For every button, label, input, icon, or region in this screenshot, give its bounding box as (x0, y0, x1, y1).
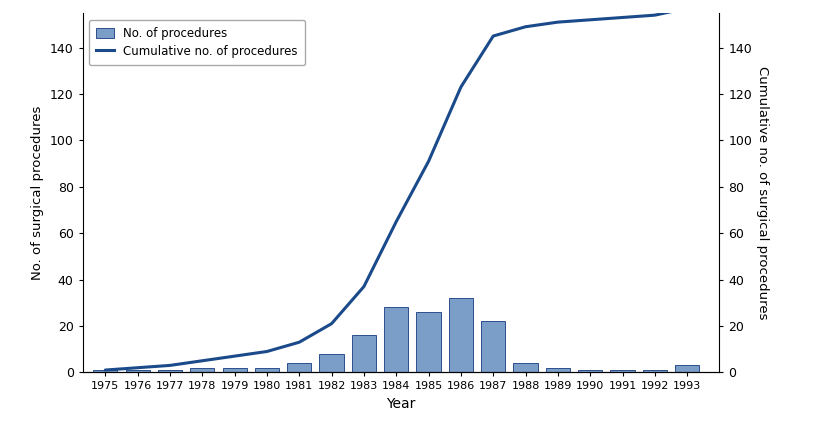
Bar (319, 354, 344, 372)
Bar (417, 312, 441, 372)
Bar (222, 368, 246, 372)
X-axis label: Year: Year (386, 397, 416, 411)
Bar (481, 321, 505, 372)
Bar (449, 298, 473, 372)
Legend: No. of procedures, Cumulative no. of procedures: No. of procedures, Cumulative no. of pro… (89, 20, 305, 65)
Bar (610, 370, 634, 372)
Bar (578, 370, 602, 372)
Bar (514, 363, 538, 372)
Bar (675, 366, 700, 372)
Bar (546, 368, 570, 372)
Bar (351, 335, 376, 372)
Bar (93, 370, 117, 372)
Bar (643, 370, 667, 372)
Bar (384, 307, 409, 372)
Bar (158, 370, 182, 372)
Y-axis label: Cumulative no. of surgical procedures: Cumulative no. of surgical procedures (756, 66, 769, 319)
Bar (190, 368, 214, 372)
Y-axis label: No. of surgical procedures: No. of surgical procedures (31, 105, 44, 280)
Bar (126, 370, 150, 372)
Bar (287, 363, 312, 372)
Bar (255, 368, 279, 372)
